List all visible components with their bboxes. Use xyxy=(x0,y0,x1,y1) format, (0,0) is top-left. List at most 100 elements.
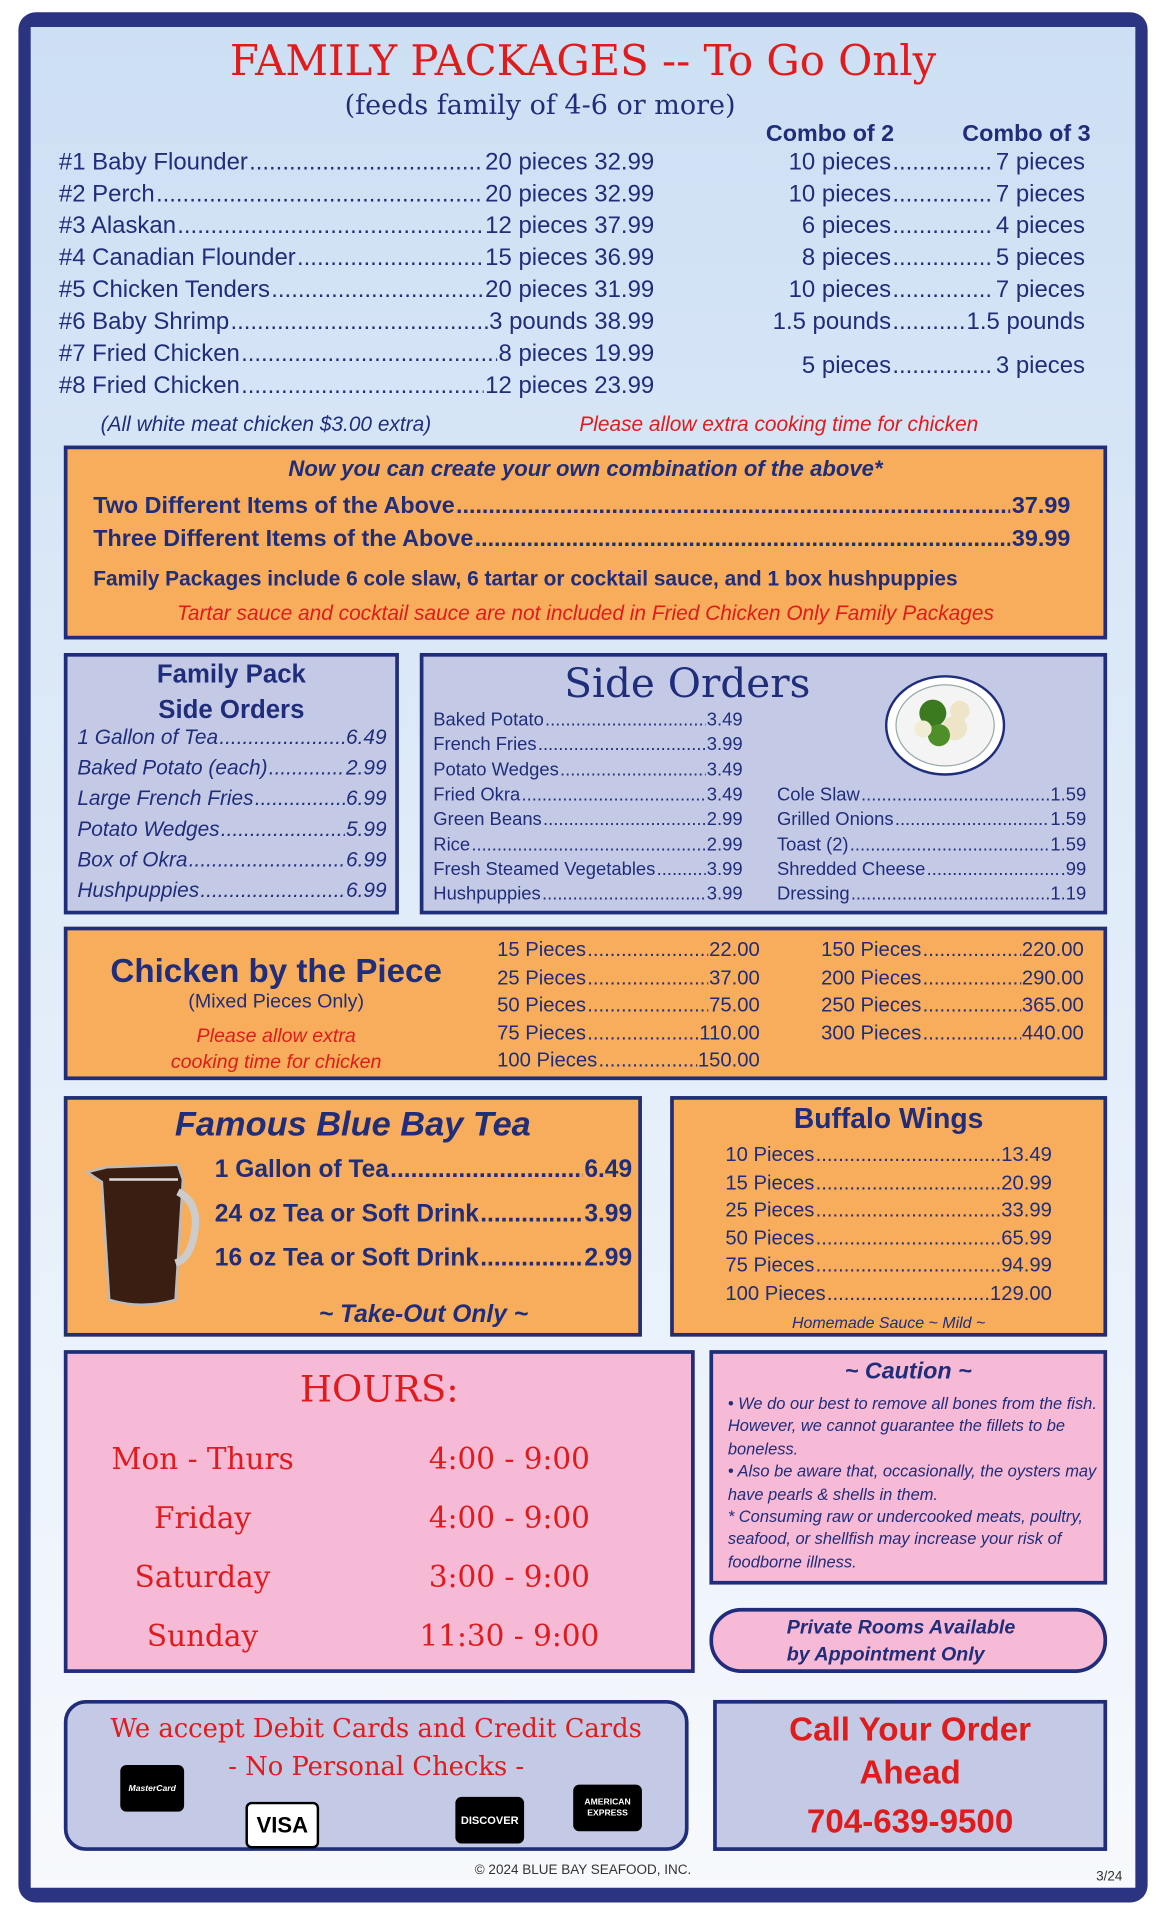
leader-dots xyxy=(587,939,708,962)
item-name: 50 Pieces xyxy=(497,994,587,1017)
hours-time: 4:00 - 9:00 xyxy=(428,1501,590,1536)
item-price: 3.99 xyxy=(706,734,743,756)
leader-dots xyxy=(927,859,1060,880)
leader-dots xyxy=(816,1254,1000,1277)
item-name: Potato Wedges xyxy=(77,817,220,841)
leader-dots xyxy=(189,848,345,873)
item-price: 3.99 xyxy=(584,1200,633,1228)
combo-row: 10 pieces7 pieces xyxy=(736,149,1085,177)
leader-dots xyxy=(816,1172,1000,1195)
menu-row: 75 Pieces 110.00 xyxy=(497,1022,760,1045)
menu-row: 75 Pieces 94.99 xyxy=(725,1254,1051,1277)
item-name: 300 Pieces xyxy=(821,1021,922,1044)
item-name: 100 Pieces xyxy=(725,1282,826,1305)
mastercard-icon: MasterCard xyxy=(120,1765,185,1812)
item-price: 2.99 xyxy=(706,809,743,830)
item-price: 129.00 xyxy=(989,1282,1052,1305)
menu-row: Potato Wedges 5.99 xyxy=(77,817,386,842)
page-subtitle: (feeds family of 4-6 or more) xyxy=(344,90,736,122)
item-price: 1.59 xyxy=(1050,834,1087,855)
combo-row: 6 pieces4 pieces xyxy=(736,212,1085,240)
item-name: 150 Pieces xyxy=(821,938,922,962)
menu-row: 24 oz Tea or Soft Drink 3.99 xyxy=(215,1200,632,1228)
hours-box: HOURS: Mon - Thurs 4:00 - 9:00 Friday 4:00 … xyxy=(63,1350,695,1673)
item-price: 94.99 xyxy=(1001,1254,1052,1277)
hours-day: Sunday xyxy=(146,1618,259,1654)
item-name: Cole Slaw xyxy=(776,784,860,806)
item-price: 6.49 xyxy=(584,1156,633,1184)
item-name: 75 Pieces xyxy=(725,1254,815,1277)
item-name: Baked Potato (each) xyxy=(77,756,268,780)
combo-item-two: Two Different Items of the Above37.99 xyxy=(93,493,1070,520)
item-price: 6.99 xyxy=(346,786,387,811)
package-row: #2 Perch20 pieces 32.99 xyxy=(59,180,654,208)
menu-row: Large French Fries 6.99 xyxy=(77,787,386,812)
leader-dots xyxy=(827,1282,989,1305)
leader-dots xyxy=(542,884,706,905)
package-row: #1 Baby Flounder20 pieces 32.99 xyxy=(59,149,654,177)
item-name: 25 Pieces xyxy=(725,1199,815,1222)
leader-dots xyxy=(255,787,345,812)
combo-row: 10 pieces7 pieces xyxy=(736,276,1085,304)
tea-box: Famous Blue Bay Tea 1 Gallon of Tea 6.49 2… xyxy=(63,1096,642,1337)
item-price: 5.99 xyxy=(346,817,387,841)
menu-row: 25 Pieces 33.99 xyxy=(725,1199,1051,1222)
item-name: Grilled Onions xyxy=(776,809,894,831)
package-row: #7 Fried Chicken8 pieces 19.99 xyxy=(59,340,654,368)
item-price: 33.99 xyxy=(1001,1199,1052,1222)
item-name: Shredded Cheese xyxy=(776,859,926,880)
leader-dots xyxy=(587,994,708,1017)
item-price: 2.99 xyxy=(706,834,743,855)
menu-row: Dressing 1.19 xyxy=(777,884,1086,905)
leader-dots xyxy=(599,1049,697,1072)
leader-dots xyxy=(200,879,344,904)
item-name: 50 Pieces xyxy=(725,1226,815,1249)
item-price: 3.49 xyxy=(706,759,743,781)
item-price: 3.99 xyxy=(706,883,743,905)
chicken-by-piece-box: Chicken by the Piece (Mixed Pieces Only)… xyxy=(63,926,1108,1081)
hours-title: HOURS: xyxy=(299,1368,459,1412)
menu-row: Shredded Cheese .99 xyxy=(777,859,1086,880)
leader-dots xyxy=(390,1156,583,1184)
package-row: #8 Fried Chicken12 pieces 23.99 xyxy=(59,372,654,400)
menu-row: Green Beans 2.99 xyxy=(433,809,742,830)
menu-row: Grilled Onions 1.59 xyxy=(777,809,1086,830)
copyright: © 2024 BLUE BAY SEAFOOD, INC. xyxy=(474,1863,692,1878)
leader-dots xyxy=(221,817,345,842)
item-price: 3.99 xyxy=(706,858,743,880)
side-orders-title: Side Orders xyxy=(564,659,811,707)
chicken-piece-subtitle: (Mixed Pieces Only) xyxy=(188,991,365,1013)
leader-dots xyxy=(587,967,708,990)
buffalo-wings-box: Buffalo Wings 10 Pieces 13.49 15 Pieces 20.… xyxy=(670,1096,1108,1337)
caution-box: ~ Caution ~ • We do our best to remove a… xyxy=(709,1350,1108,1585)
leader-dots xyxy=(480,1245,583,1273)
visa-icon: VISA xyxy=(245,1801,320,1849)
item-name: 100 Pieces xyxy=(497,1049,598,1072)
item-name: 1 Gallon of Tea xyxy=(214,1156,389,1184)
leader-dots xyxy=(560,759,705,780)
package-row: #3 Alaskan12 pieces 37.99 xyxy=(59,212,654,240)
leader-dots xyxy=(471,834,705,855)
phone-number[interactable]: 704-639-9500 xyxy=(806,1803,1014,1840)
item-price: 1.59 xyxy=(1050,784,1087,806)
item-name: 15 Pieces xyxy=(725,1171,815,1194)
item-price: 3.49 xyxy=(706,784,743,806)
item-name: Fresh Steamed Vegetables xyxy=(433,858,656,880)
caution-text: • We do our best to remove all bones fro… xyxy=(727,1394,1097,1571)
menu-row: 15 Pieces 22.00 xyxy=(497,939,760,962)
item-price: 440.00 xyxy=(1021,1021,1084,1044)
leader-dots xyxy=(895,809,1049,830)
menu-row: Baked Potato 3.49 xyxy=(433,709,742,730)
white-meat-note: (All white meat chicken $3.00 extra) xyxy=(100,412,432,436)
includes-note: Family Packages include 6 cole slaw, 6 t… xyxy=(93,567,958,591)
menu-row: Box of Okra 6.99 xyxy=(77,848,386,873)
private-rooms-badge: Private Rooms Available by Appointment On… xyxy=(709,1607,1108,1673)
wings-title: Buffalo Wings xyxy=(793,1102,984,1135)
amex-icon: AMERICAN EXPRESS xyxy=(573,1784,642,1832)
item-price: 2.99 xyxy=(584,1244,633,1272)
item-price: 13.49 xyxy=(1001,1143,1052,1167)
package-row: #4 Canadian Flounder15 pieces 36.99 xyxy=(59,244,654,272)
leader-dots xyxy=(850,834,1049,855)
item-name: 15 Pieces xyxy=(497,938,587,962)
